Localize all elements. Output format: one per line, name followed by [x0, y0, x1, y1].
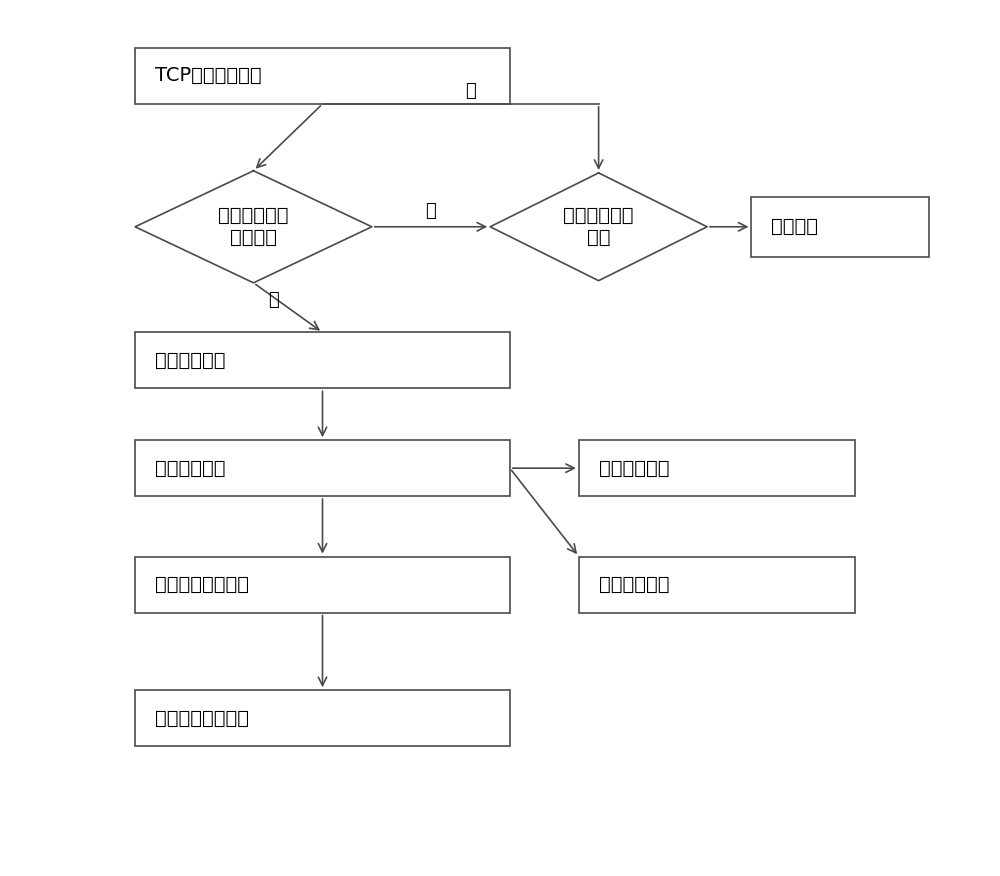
Polygon shape [135, 171, 372, 283]
Bar [135, 556, 510, 612]
Bar [135, 332, 510, 388]
Text: 结束模块: 结束模块 [771, 217, 818, 237]
Text: 连接超时判断
模块: 连接超时判断 模块 [563, 206, 634, 247]
Polygon shape [490, 173, 707, 280]
Bar [135, 690, 510, 746]
Text: 否: 否 [465, 81, 476, 100]
Text: 连接创立模块: 连接创立模块 [155, 351, 225, 370]
Text: 控制指令发送模块: 控制指令发送模块 [155, 709, 249, 728]
Text: 数据接收模块: 数据接收模块 [155, 459, 225, 477]
Text: 负荷频率响应模块: 负荷频率响应模块 [155, 575, 249, 594]
Text: 是: 是 [268, 292, 279, 309]
Bar [579, 440, 855, 496]
Bar [579, 556, 855, 612]
Text: 否: 否 [426, 201, 436, 220]
Bar [751, 196, 929, 257]
Text: TCP侦听创立模块: TCP侦听创立模块 [155, 67, 261, 86]
Bar [135, 48, 510, 104]
Text: 数据显示模块: 数据显示模块 [599, 459, 669, 477]
Text: 数据存储模块: 数据存储模块 [599, 575, 669, 594]
Bar [135, 440, 510, 496]
Text: 侦听请求有无
判断模块: 侦听请求有无 判断模块 [218, 206, 289, 247]
